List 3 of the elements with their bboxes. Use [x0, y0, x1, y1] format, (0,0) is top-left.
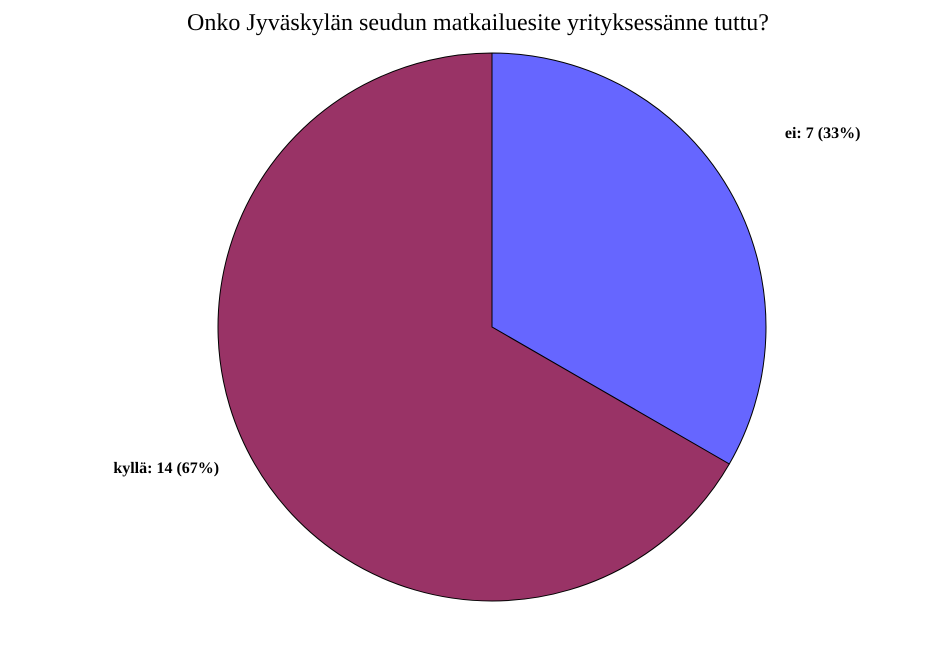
slice-label: kyllä: 14 (67%) [113, 460, 220, 478]
chart-title: Onko Jyväskylän seudun matkailuesite yrityksessänne tuttu? [186, 10, 770, 37]
slice-label: ei: 7 (33%) [784, 124, 860, 142]
